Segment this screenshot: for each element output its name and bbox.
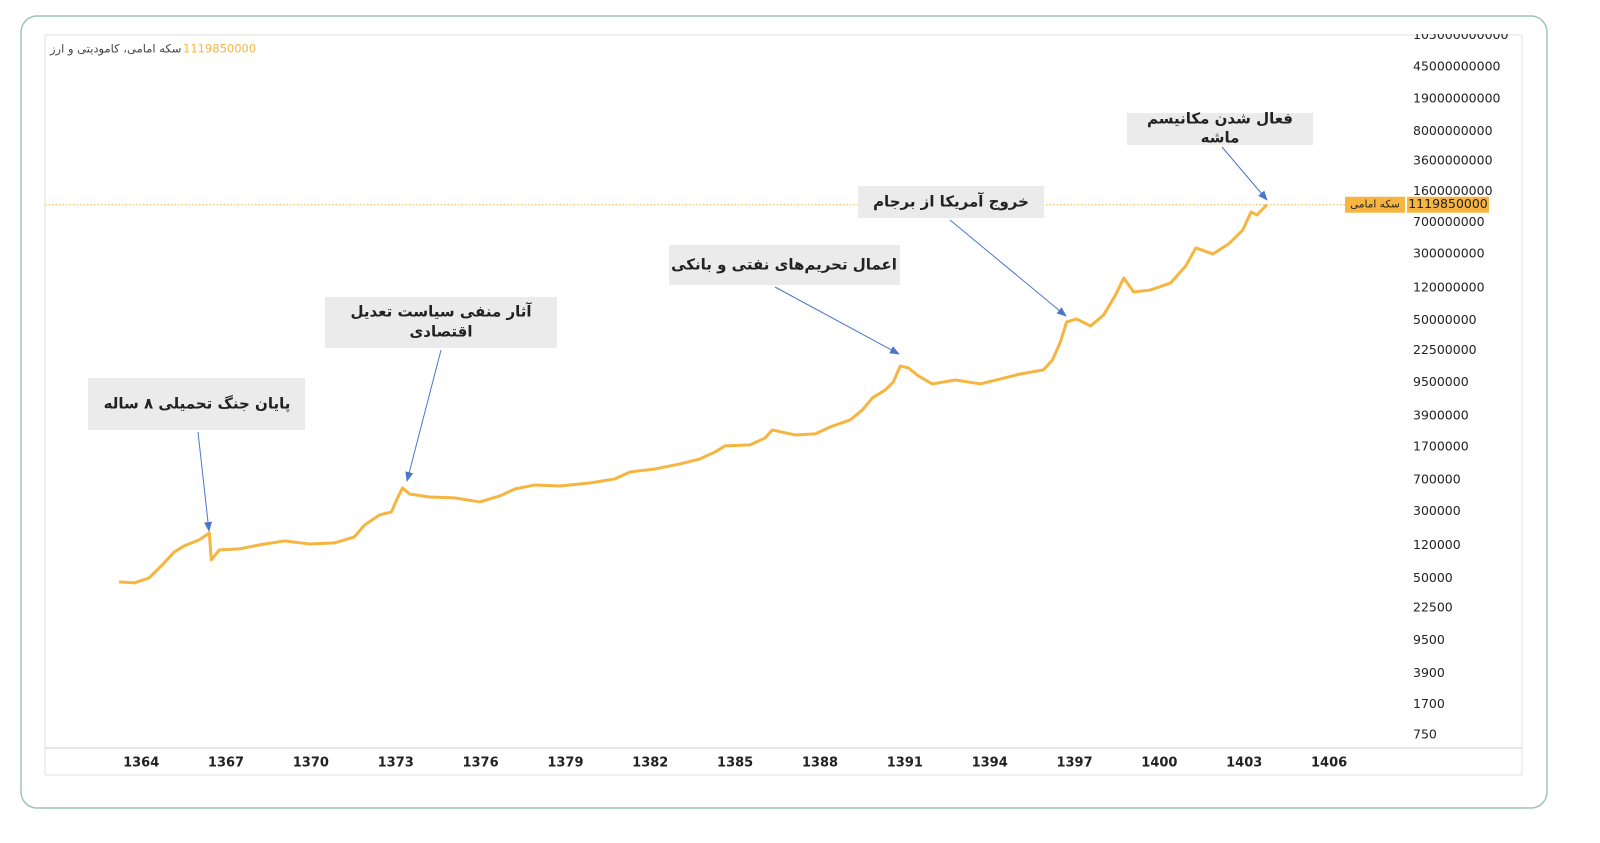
annotations: پایان جنگ تحمیلی ۸ ساله آثار منفی سیاست … <box>88 110 1313 532</box>
x-tick-label: 1382 <box>632 756 668 771</box>
annotation-arrow <box>197 431 212 532</box>
x-tick-label: 1388 <box>802 756 838 771</box>
legend-value: 1119850000 <box>183 42 256 56</box>
annotation-box <box>669 245 900 285</box>
y-tick-label: 3900000 <box>1413 407 1469 422</box>
x-tick-label: 1373 <box>378 756 414 771</box>
y-tick-label: 50000 <box>1413 570 1453 585</box>
y-tick-label: 3600000000 <box>1413 153 1493 168</box>
annotation-arrow <box>949 219 1067 317</box>
y-tick-label: 22500000 <box>1413 342 1477 357</box>
x-tick-label: 1376 <box>462 756 498 771</box>
annotation: پایان جنگ تحمیلی ۸ ساله <box>104 395 291 414</box>
y-tick-label: 22500 <box>1413 600 1453 615</box>
y-tick-label: 1600000000 <box>1413 183 1493 198</box>
annotation-arrow <box>405 349 442 482</box>
y-tick-label: 120000000 <box>1413 280 1485 295</box>
series-line <box>119 203 1268 585</box>
x-tick-label: 1403 <box>1226 756 1262 771</box>
x-tick-label: 1406 <box>1311 756 1347 771</box>
x-tick-label: 1391 <box>887 756 923 771</box>
annotation-box <box>325 297 557 348</box>
x-tick-label: 1370 <box>293 756 329 771</box>
y-tick-label: 300000 <box>1413 503 1461 518</box>
annotation-arrow <box>1221 146 1268 201</box>
y-tick-label: 45000000000 <box>1413 58 1501 73</box>
y-tick-label: 50000000 <box>1413 312 1477 327</box>
x-tick-label: 1379 <box>547 756 583 771</box>
annotation: آثار منفی سیاست تعدیل <box>350 303 532 321</box>
y-tick-label: 300000000 <box>1413 245 1485 260</box>
y-tick-label: 19000000000 <box>1413 91 1501 106</box>
x-tick-label: 1385 <box>717 756 753 771</box>
legend-title: سکه امامی، کامودیتی و ارز <box>49 42 181 57</box>
price-tag-name: سکه امامی <box>1350 199 1400 211</box>
y-tick-label: 3900 <box>1413 665 1445 680</box>
x-tick-label: 1397 <box>1056 756 1092 771</box>
annotation: فعال شدن مکانیسم <box>1147 110 1293 128</box>
card <box>20 15 1548 809</box>
x-tick-label: 1400 <box>1141 756 1177 771</box>
x-tick-label: 1367 <box>208 756 244 771</box>
y-tick-label: 8000000000 <box>1413 123 1493 138</box>
price-tag-name-bg <box>1345 196 1405 213</box>
y-tick-label: 1700000 <box>1413 438 1469 453</box>
x-tick-label: 1364 <box>123 756 159 771</box>
annotation: اقتصادی <box>410 323 473 341</box>
x-tick-label: 1394 <box>972 756 1008 771</box>
annotation-box <box>858 186 1044 218</box>
y-tick-label: 1700 <box>1413 696 1445 711</box>
y-tick-label: 700000 <box>1413 471 1461 486</box>
y-tick-label: 9500 <box>1413 632 1445 647</box>
annotation: ماشه <box>1201 129 1240 147</box>
plot-frame <box>44 34 1523 776</box>
price-tag-value: 1119850000 <box>1408 196 1488 211</box>
y-tick-label: 700000000 <box>1413 214 1485 229</box>
annotation-box <box>88 378 305 430</box>
annotation: خروج آمریکا از برجام <box>873 193 1029 211</box>
y-tick-label: 9500000 <box>1413 374 1469 389</box>
y-tick-label: 105000000000 <box>1413 27 1508 42</box>
y-tick-label: 120000 <box>1413 537 1461 552</box>
annotation-arrow <box>774 286 900 355</box>
y-tick-label: 750 <box>1413 727 1437 742</box>
annotation-box <box>1127 113 1313 145</box>
price-tag-value-bg <box>1407 196 1489 213</box>
annotation: اعمال تحریم‌های نفتی و بانکی <box>671 256 897 274</box>
